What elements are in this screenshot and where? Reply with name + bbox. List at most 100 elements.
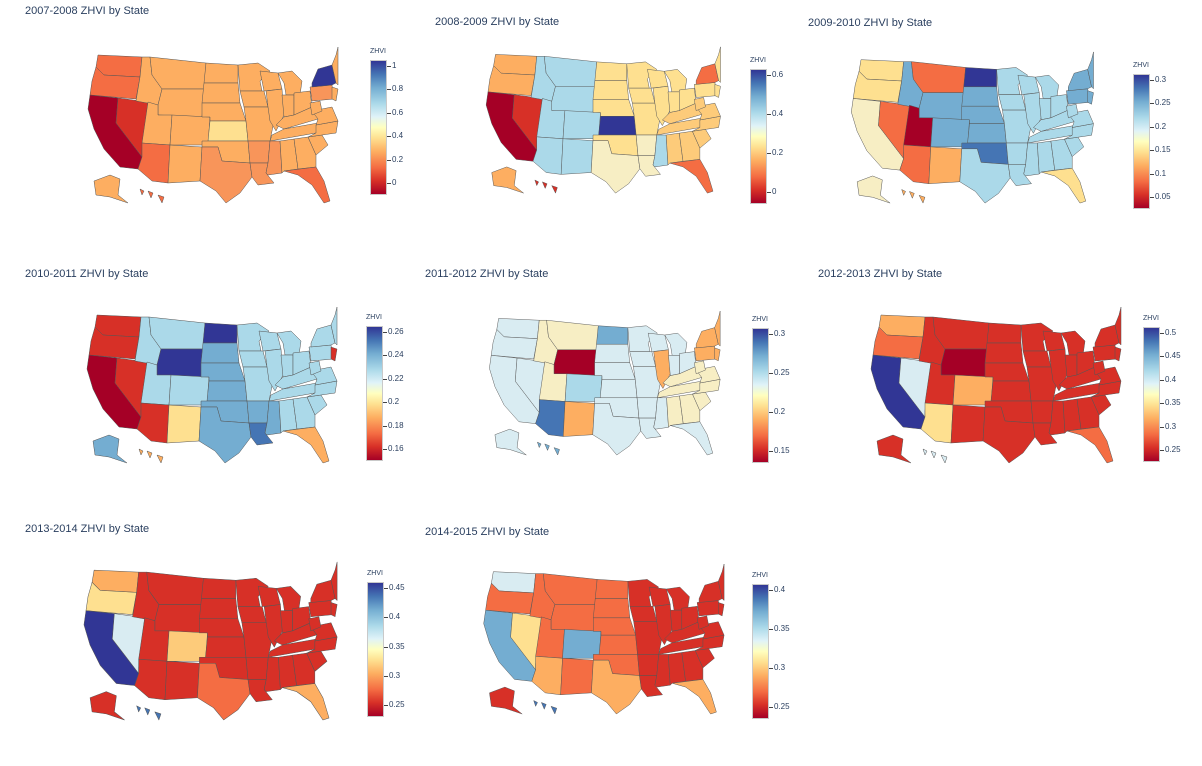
state-kansas[interactable] bbox=[205, 636, 247, 658]
state-new-york[interactable] bbox=[695, 63, 719, 85]
state-kansas[interactable] bbox=[206, 380, 248, 402]
state-colorado[interactable] bbox=[168, 374, 210, 406]
state-hawaii[interactable] bbox=[534, 179, 558, 194]
state-south-dakota[interactable] bbox=[592, 80, 629, 100]
state-texas[interactable] bbox=[197, 663, 251, 721]
state-new-mexico[interactable] bbox=[164, 660, 200, 700]
state-georgia[interactable] bbox=[1076, 396, 1100, 430]
state-arizona[interactable] bbox=[531, 656, 563, 696]
state-pennsylvania[interactable] bbox=[1092, 344, 1118, 362]
state-kansas[interactable] bbox=[967, 123, 1007, 144]
state-illinois[interactable] bbox=[1048, 348, 1068, 392]
state-indiana[interactable] bbox=[281, 94, 295, 118]
state-florida[interactable] bbox=[670, 421, 713, 456]
state-illinois[interactable] bbox=[654, 604, 673, 646]
state-pennsylvania[interactable] bbox=[694, 345, 717, 362]
state-hawaii[interactable] bbox=[138, 448, 164, 464]
state-alaska[interactable] bbox=[93, 174, 129, 204]
state-montana[interactable] bbox=[149, 56, 207, 90]
state-colorado[interactable] bbox=[930, 117, 970, 148]
state-arizona[interactable] bbox=[920, 402, 954, 444]
state-texas[interactable] bbox=[199, 146, 253, 204]
state-arkansas[interactable] bbox=[1030, 400, 1054, 424]
state-new-jersey[interactable] bbox=[1087, 90, 1094, 105]
state-montana[interactable] bbox=[911, 61, 966, 93]
state-iowa[interactable] bbox=[629, 351, 656, 367]
state-kansas[interactable] bbox=[598, 116, 637, 136]
state-oregon[interactable] bbox=[485, 582, 534, 615]
us-choropleth-map[interactable] bbox=[75, 560, 340, 722]
us-choropleth-map[interactable] bbox=[862, 305, 1124, 465]
state-georgia[interactable] bbox=[1050, 138, 1073, 171]
state-new-jersey[interactable] bbox=[718, 602, 725, 617]
state-iowa[interactable] bbox=[998, 94, 1026, 111]
state-arizona[interactable] bbox=[134, 658, 168, 700]
state-arizona[interactable] bbox=[136, 402, 170, 444]
state-arizona[interactable] bbox=[535, 399, 566, 437]
state-texas[interactable] bbox=[982, 406, 1036, 464]
state-new-jersey[interactable] bbox=[1114, 346, 1122, 362]
state-georgia[interactable] bbox=[293, 136, 317, 170]
state-alaska[interactable] bbox=[491, 166, 524, 194]
state-florida[interactable] bbox=[282, 683, 330, 721]
state-montana[interactable] bbox=[546, 320, 599, 350]
state-south-dakota[interactable] bbox=[984, 342, 1024, 364]
state-illinois[interactable] bbox=[652, 86, 671, 126]
state-wyoming[interactable] bbox=[154, 604, 202, 634]
state-florida[interactable] bbox=[671, 679, 717, 715]
state-kansas[interactable] bbox=[598, 634, 638, 655]
state-new-mexico[interactable] bbox=[560, 657, 594, 696]
state-indiana[interactable] bbox=[667, 91, 680, 113]
state-south-dakota[interactable] bbox=[200, 342, 240, 364]
state-florida[interactable] bbox=[1040, 167, 1086, 204]
us-choropleth-map[interactable] bbox=[482, 308, 722, 458]
state-new-england[interactable] bbox=[1114, 306, 1122, 346]
state-texas[interactable] bbox=[590, 140, 641, 194]
state-new-york[interactable] bbox=[695, 327, 719, 349]
state-north-dakota[interactable] bbox=[963, 67, 997, 88]
state-west-virginia[interactable] bbox=[308, 616, 322, 632]
state-oregon[interactable] bbox=[491, 329, 538, 360]
state-arkansas[interactable] bbox=[246, 400, 270, 424]
state-pennsylvania[interactable] bbox=[1066, 88, 1090, 105]
state-north-dakota[interactable] bbox=[201, 577, 237, 599]
state-new-england[interactable] bbox=[718, 563, 725, 601]
state-pennsylvania[interactable] bbox=[309, 84, 335, 102]
state-new-york[interactable] bbox=[1068, 69, 1092, 91]
state-hawaii[interactable] bbox=[901, 189, 926, 204]
state-illinois[interactable] bbox=[263, 604, 283, 648]
state-georgia[interactable] bbox=[679, 393, 701, 424]
state-colorado[interactable] bbox=[169, 114, 211, 146]
state-west-virginia[interactable] bbox=[1066, 104, 1079, 119]
state-iowa[interactable] bbox=[629, 606, 658, 622]
state-north-dakota[interactable] bbox=[986, 322, 1022, 344]
state-alaska[interactable] bbox=[876, 434, 912, 464]
state-new-jersey[interactable] bbox=[331, 86, 339, 102]
state-montana[interactable] bbox=[543, 573, 598, 605]
state-oregon[interactable] bbox=[88, 326, 140, 360]
state-hawaii[interactable] bbox=[139, 188, 165, 204]
state-wyoming[interactable] bbox=[940, 348, 988, 378]
state-hawaii[interactable] bbox=[136, 705, 162, 721]
state-illinois[interactable] bbox=[653, 349, 671, 389]
state-west-virginia[interactable] bbox=[694, 97, 706, 111]
state-alaska[interactable] bbox=[89, 691, 125, 721]
state-colorado[interactable] bbox=[562, 629, 602, 659]
state-florida[interactable] bbox=[1066, 426, 1114, 464]
state-new-mexico[interactable] bbox=[950, 404, 986, 444]
state-north-dakota[interactable] bbox=[596, 325, 629, 345]
state-south-dakota[interactable] bbox=[961, 86, 999, 107]
state-new-mexico[interactable] bbox=[166, 404, 202, 444]
state-hawaii[interactable] bbox=[922, 448, 948, 464]
state-arkansas[interactable] bbox=[635, 134, 657, 156]
state-wyoming[interactable] bbox=[553, 349, 597, 376]
state-oregon[interactable] bbox=[89, 66, 141, 100]
state-south-dakota[interactable] bbox=[594, 344, 630, 363]
state-north-dakota[interactable] bbox=[203, 62, 239, 84]
state-new-jersey[interactable] bbox=[714, 347, 721, 362]
us-choropleth-map[interactable] bbox=[476, 562, 726, 716]
state-indiana[interactable] bbox=[280, 610, 293, 634]
state-iowa[interactable] bbox=[628, 87, 656, 104]
state-texas[interactable] bbox=[592, 403, 641, 456]
state-pennsylvania[interactable] bbox=[308, 344, 334, 362]
